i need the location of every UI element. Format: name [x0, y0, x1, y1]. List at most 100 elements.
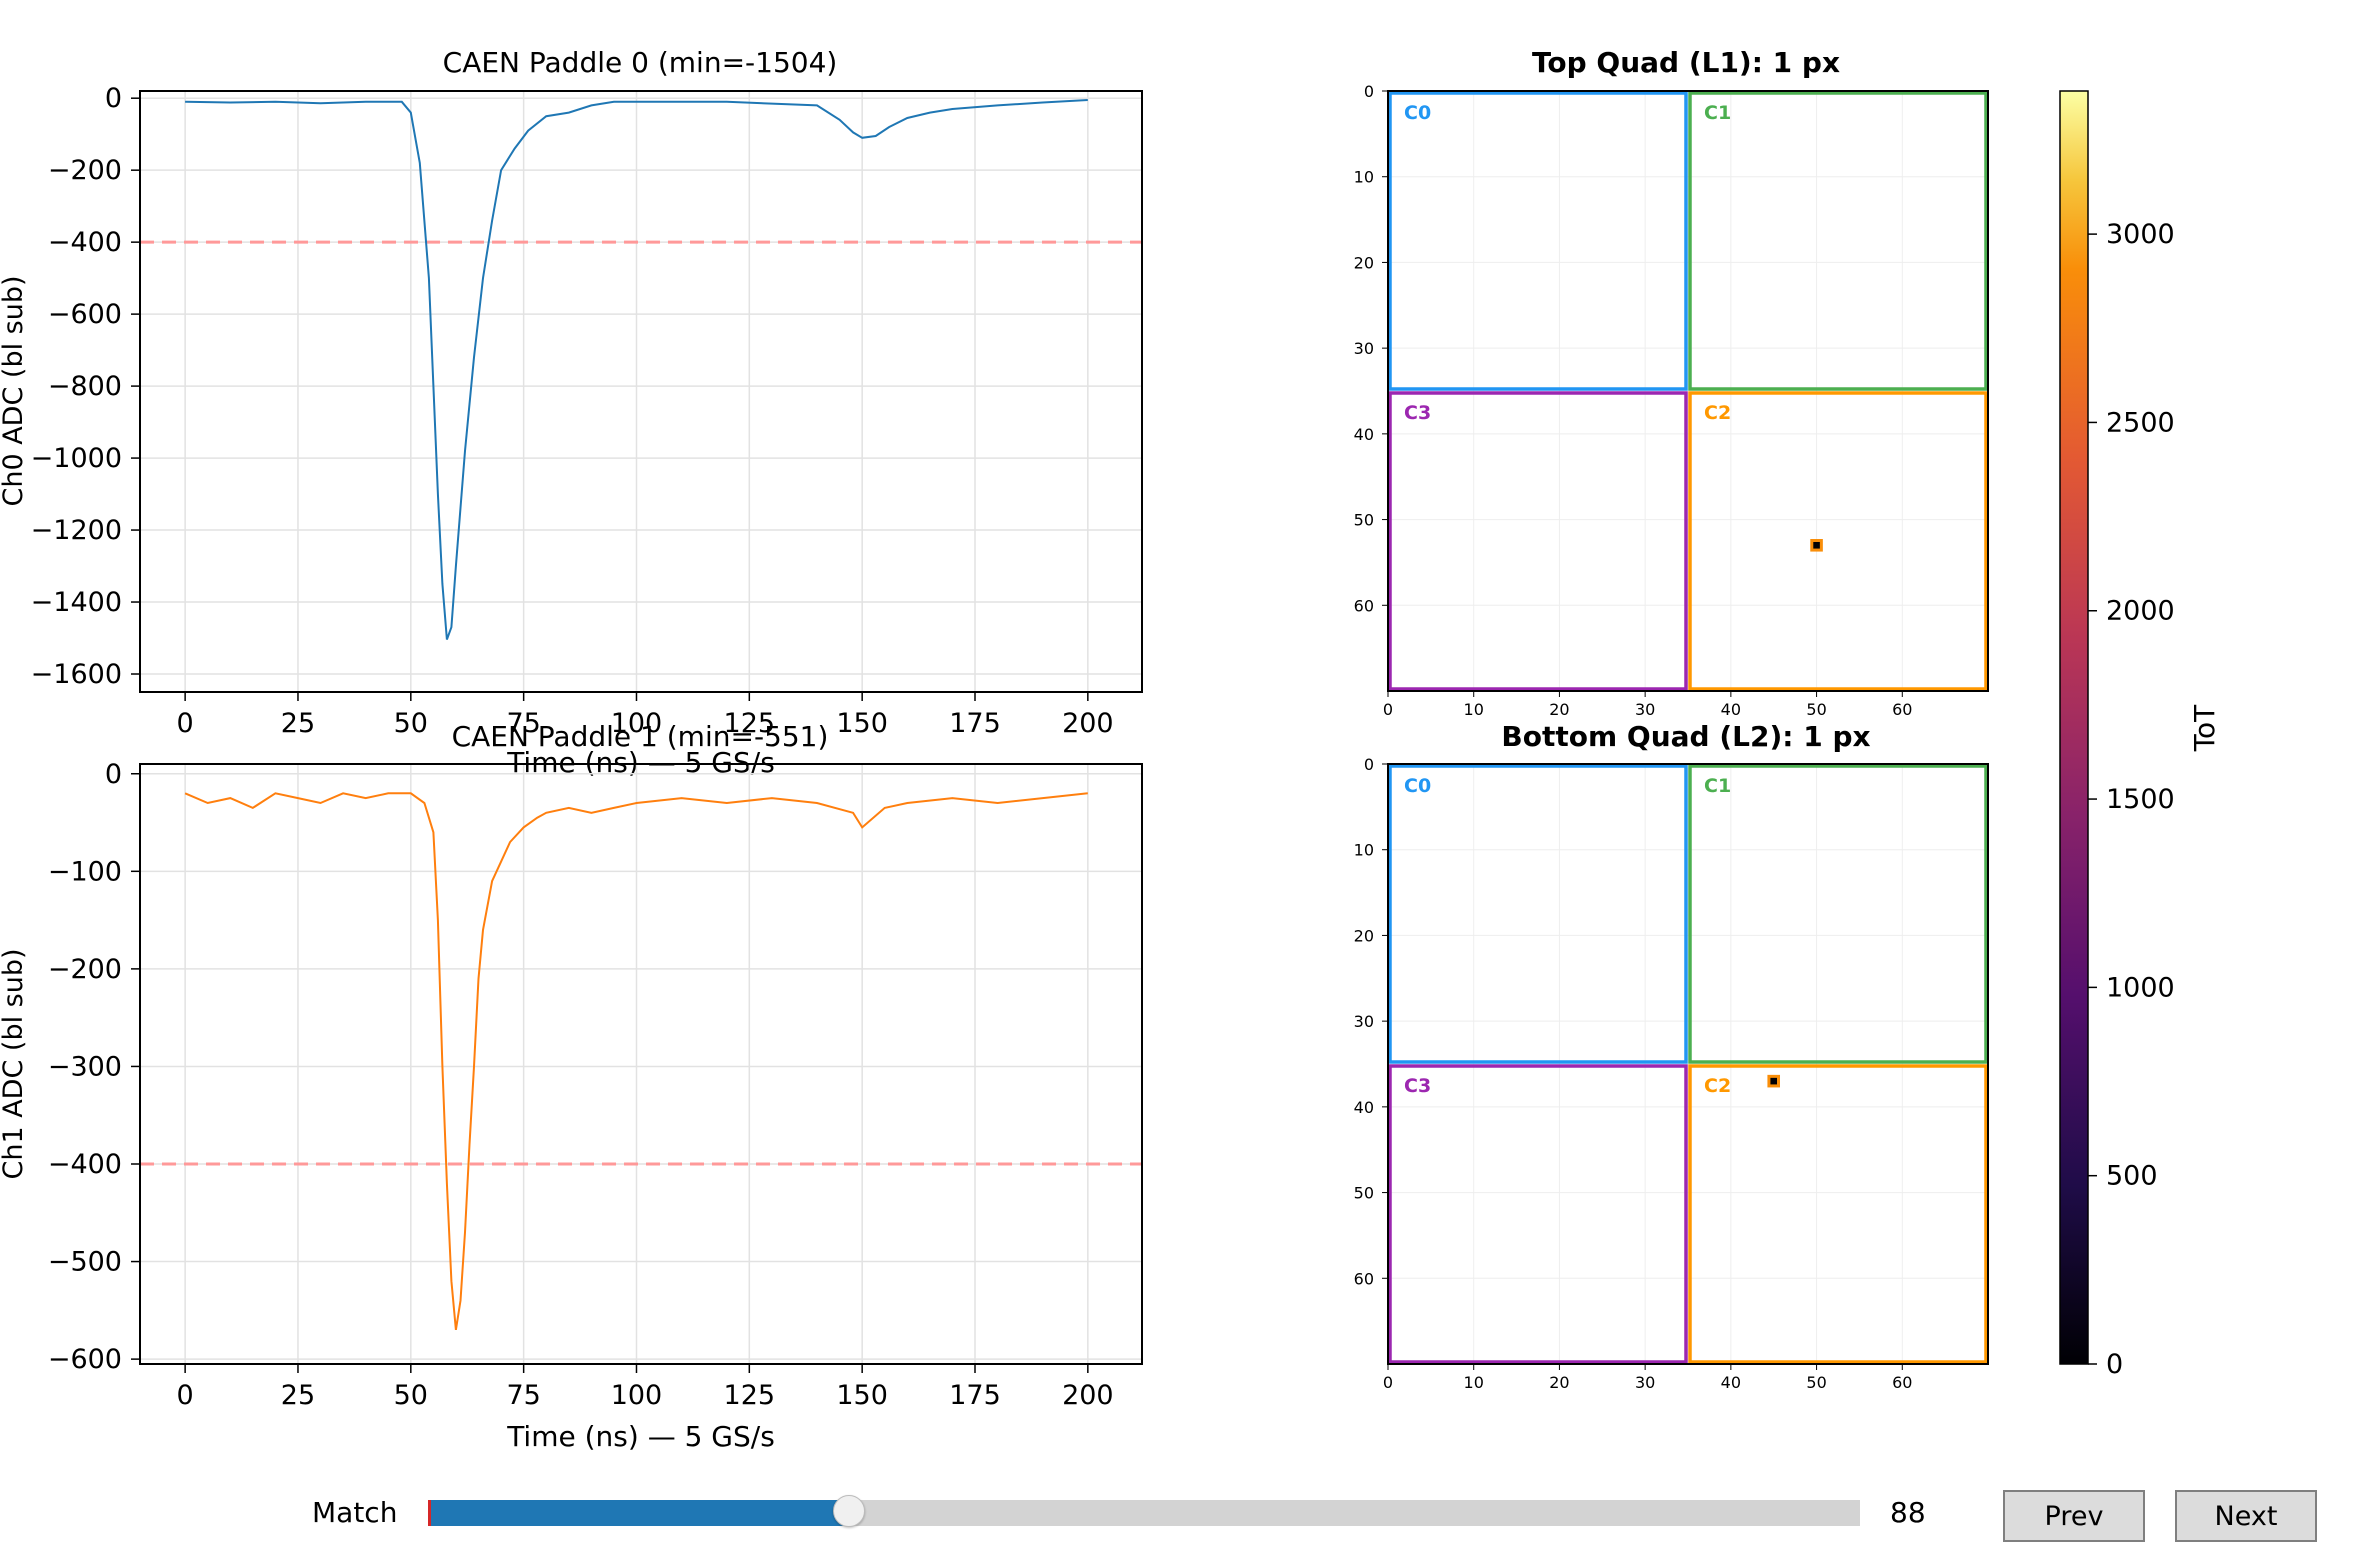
x-tick-label: 50: [1806, 700, 1826, 719]
grid: [1387, 763, 1988, 1364]
y-tick-label: −200: [48, 954, 122, 985]
y-axis-label: Ch0 ADC (bl sub): [0, 275, 29, 506]
chip-boundaries: C0 C1 C2 C3: [1388, 91, 1988, 691]
y-tick-label: −800: [48, 371, 122, 402]
chip-boundary-c0: [1388, 764, 1688, 1064]
grid: [1387, 90, 1988, 691]
match-slider[interactable]: [428, 1495, 1860, 1527]
quad-panel-top: Top Quad (L1): 1 px C0 C1 C2 C3 0 10 20 30 40 50…: [1354, 46, 1989, 719]
y-tick-label: 60: [1354, 596, 1374, 615]
x-tick-label: 10: [1464, 1373, 1484, 1392]
y-tick-label: 10: [1354, 841, 1374, 860]
y-tick-label: −1400: [31, 587, 122, 618]
colorbar-tick-label: 1500: [2106, 784, 2175, 815]
slider-handle[interactable]: [832, 1495, 865, 1527]
chip-label-c2: C2: [1704, 1075, 1731, 1097]
colorbar-ticks: 0 500 1000 1500 2000 2500 3000: [2088, 219, 2175, 1380]
x-tick-label: 25: [281, 1380, 315, 1411]
prev-button[interactable]: Prev: [2003, 1490, 2145, 1542]
x-axis-label: Time (ns) — 5 GS/s: [506, 1420, 775, 1453]
colorbar-tick-label: 1000: [2106, 972, 2175, 1003]
chip-label-c2: C2: [1704, 402, 1731, 424]
pixel-hit: [1813, 542, 1820, 549]
y-tick-label: 10: [1354, 168, 1374, 187]
colorbar-gradient: [2059, 90, 2089, 1365]
grid: [140, 91, 1142, 692]
x-axis-ticks: 0 10 20 30 40 50 60: [1383, 1364, 1912, 1392]
y-tick-label: −300: [48, 1051, 122, 1082]
waveform-title: CAEN Paddle 0 (min=-1504): [443, 46, 838, 79]
x-tick-label: 125: [724, 708, 776, 739]
x-tick-label: 125: [724, 1380, 776, 1411]
chip-label-c1: C1: [1704, 102, 1731, 124]
waveform-panel-paddle-0: CAEN Paddle 0 (min=-1504) 0 25 50 75 100 125 1…: [0, 46, 1143, 779]
y-tick-label: −100: [48, 856, 122, 887]
y-axis-ticks: 0 10 20 30 40 50 60: [1354, 755, 1388, 1288]
colorbar-tick-label: 2000: [2106, 596, 2175, 627]
chip-label-c0: C0: [1404, 102, 1431, 124]
slider-label: Match: [312, 1496, 398, 1529]
y-tick-label: 30: [1354, 1012, 1374, 1031]
plot-frame: [139, 763, 1143, 1365]
chip-boundary-c3: [1388, 1064, 1688, 1364]
chip-boundaries: C0 C1 C2 C3: [1388, 764, 1988, 1364]
y-tick-label: 0: [1364, 82, 1374, 101]
waveform-trace: [185, 99, 1088, 640]
chip-boundary-c1: [1688, 764, 1988, 1064]
x-tick-label: 100: [611, 1380, 663, 1411]
x-tick-label: 20: [1549, 700, 1569, 719]
y-tick-label: −400: [48, 1149, 122, 1180]
x-tick-label: 50: [1806, 1373, 1826, 1392]
y-tick-label: 0: [105, 759, 122, 790]
pixel-hits: [1810, 539, 1823, 552]
x-tick-label: 60: [1892, 700, 1912, 719]
y-tick-label: 30: [1354, 339, 1374, 358]
chip-label-c1: C1: [1704, 775, 1731, 797]
next-button[interactable]: Next: [2175, 1490, 2317, 1542]
x-tick-label: 200: [1062, 1380, 1114, 1411]
x-tick-label: 0: [1383, 700, 1393, 719]
waveform-title: CAEN Paddle 1 (min=-551): [452, 720, 829, 753]
chip-boundary-c1: [1688, 91, 1988, 391]
colorbar-tick-label: 0: [2106, 1349, 2123, 1380]
quad-frame: [1387, 763, 1989, 1365]
x-tick-label: 0: [177, 708, 194, 739]
quad-title: Bottom Quad (L2): 1 px: [1501, 720, 1870, 753]
x-tick-label: 150: [836, 1380, 888, 1411]
y-tick-label: −1200: [31, 515, 122, 546]
colorbar-tick-label: 3000: [2106, 219, 2175, 250]
waveform-panel-paddle-1: 0 25 50 75 100 125 150 175 200 0 −100 −200 −300 −400…: [0, 720, 1143, 1453]
x-tick-label: 10: [1464, 700, 1484, 719]
slider-value: 88: [1890, 1496, 1926, 1529]
colorbar-label: ToT: [2188, 704, 2221, 752]
y-tick-label: −600: [48, 1344, 122, 1375]
x-tick-label: 175: [949, 1380, 1001, 1411]
colorbar-tick-label: 500: [2106, 1161, 2158, 1192]
x-tick-label: 50: [394, 708, 428, 739]
y-tick-label: −400: [48, 227, 122, 258]
x-axis-ticks: 0 10 20 30 40 50 60: [1383, 691, 1912, 719]
y-tick-label: 20: [1354, 253, 1374, 272]
x-tick-label: 0: [177, 1380, 194, 1411]
x-tick-label: 40: [1721, 700, 1741, 719]
y-tick-label: 50: [1354, 1184, 1374, 1203]
y-tick-label: 50: [1354, 511, 1374, 530]
y-tick-label: 40: [1354, 1098, 1374, 1117]
x-tick-label: 40: [1721, 1373, 1741, 1392]
y-tick-label: 40: [1354, 425, 1374, 444]
x-tick-label: 50: [394, 1380, 428, 1411]
x-tick-label: 75: [506, 708, 540, 739]
chip-label-c3: C3: [1404, 1075, 1431, 1097]
y-tick-label: −200: [48, 155, 122, 186]
chip-boundary-c2: [1688, 391, 1988, 691]
quad-frame: [1387, 90, 1989, 692]
chip-boundary-c0: [1388, 91, 1688, 391]
y-tick-label: −1600: [31, 659, 122, 690]
chip-boundary-c2: [1688, 1064, 1988, 1364]
y-axis-ticks: 0 −100 −200 −300 −400 −500 −600: [48, 759, 140, 1375]
x-tick-label: 0: [1383, 1373, 1393, 1392]
y-tick-label: 0: [105, 83, 122, 114]
colorbar-tick-label: 2500: [2106, 407, 2175, 438]
quad-title: Top Quad (L1): 1 px: [1532, 46, 1840, 79]
x-axis-ticks: 0 25 50 75 100 125 150 175 200: [177, 692, 1114, 739]
